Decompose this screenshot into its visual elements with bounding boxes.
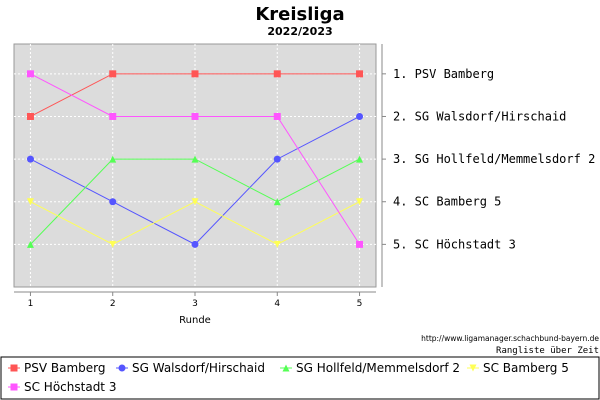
data-point [26,155,34,163]
legend-marker [10,383,18,391]
right-tick-label: 5. SC Höchstadt 3 [393,237,516,251]
legend-marker [469,364,477,372]
x-tick-label: 3 [192,299,198,309]
chart-title: Kreisliga [255,4,344,25]
chart-caption: Rangliste über Zeit [496,346,599,356]
data-point [273,112,281,120]
x-axis-label: Runde [179,315,211,326]
data-point [356,240,364,248]
data-point [191,198,199,206]
data-point [26,198,34,206]
data-point [356,155,364,163]
data-point [191,155,199,163]
legend-label: SG Walsdorf/Hirschaid [132,361,265,375]
legend-marker [10,364,18,372]
data-point [26,112,34,120]
data-point [273,198,281,206]
data-point [109,240,117,248]
legend-marker [118,364,126,372]
data-point [109,112,117,120]
data-point [191,240,199,248]
data-point [356,198,364,206]
data-point [191,70,199,78]
x-tick-label: 1 [28,299,34,309]
series-group [26,70,364,248]
legend-label: SC Bamberg 5 [483,361,569,375]
source-url: http://www.ligamanager.schachbund-bayern… [421,334,599,343]
legend-label: SC Höchstadt 3 [24,380,116,394]
legend: PSV Bamberg SG Walsdorf/Hirschaid SG Hollf… [8,361,569,394]
right-tick-label: 2. SG Walsdorf/Hirschaid [393,109,566,123]
right-tick-label: 1. PSV Bamberg [393,67,494,81]
data-point [26,240,34,248]
x-tick-label: 4 [274,299,280,309]
data-point [273,70,281,78]
data-point [191,112,199,120]
data-point [109,70,117,78]
data-point [273,155,281,163]
data-point [26,70,34,78]
chart-subtitle: 2022/2023 [267,25,332,38]
data-point [356,112,364,120]
x-axis: 1 2 3 4 5 [14,291,376,309]
legend-box [0,356,600,400]
x-tick-label: 5 [357,299,363,309]
legend-label: PSV Bamberg [24,361,106,375]
right-axis: 1. PSV Bamberg 2. SG Walsdorf/Hirschaid 3.… [381,44,595,287]
right-tick-label: 3. SG Hollfeld/Memmelsdorf 2 [393,152,595,166]
data-point [109,198,117,206]
right-tick-label: 4. SC Bamberg 5 [393,195,501,209]
data-point [356,70,364,78]
data-point [273,240,281,248]
legend-marker [282,364,290,372]
x-tick-label: 2 [110,299,116,309]
data-point [109,155,117,163]
legend-label: SG Hollfeld/Memmelsdorf 2 [296,361,460,375]
